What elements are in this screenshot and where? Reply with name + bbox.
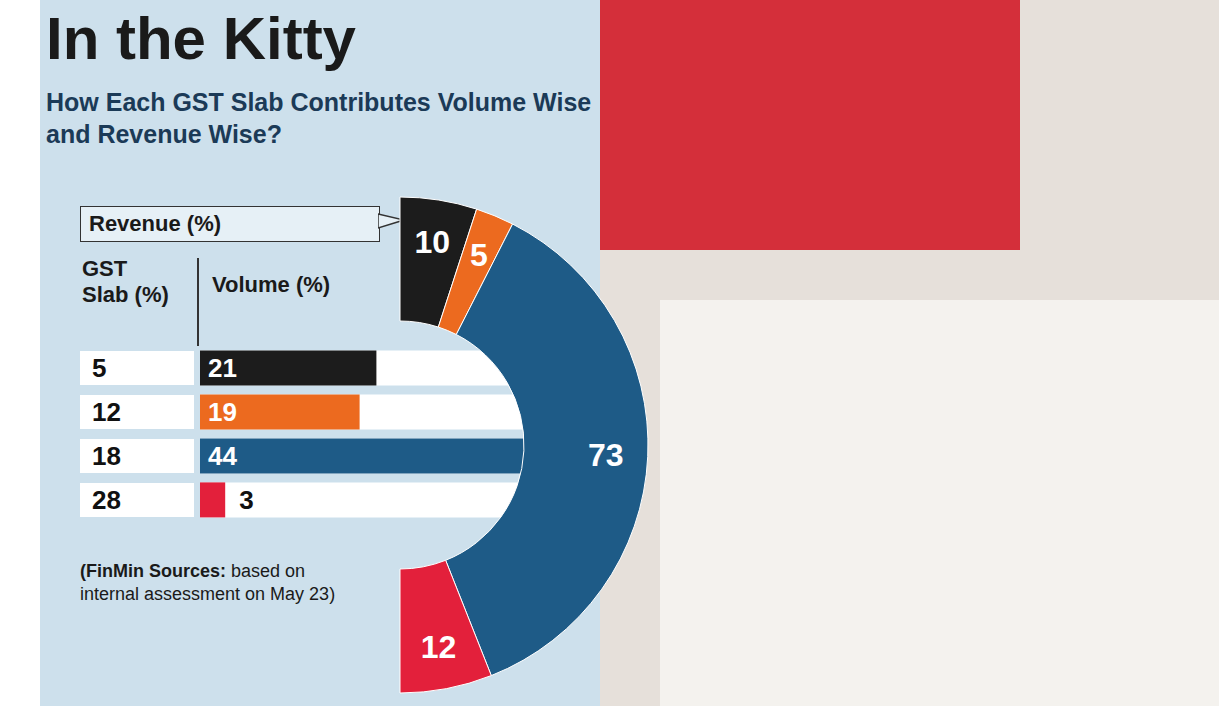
html-text:GST Slab (%): GST Slab (%) [82,256,169,307]
html-text:Revenue (%): Revenue (%) [89,211,221,236]
svg-text:73: 73 [588,437,624,473]
svg-text:28: 28 [92,485,121,515]
svg-text:12: 12 [92,397,121,427]
svg-text:21: 21 [208,353,237,383]
svg-text:44: 44 [208,441,237,471]
html-text:Volume (%): Volume (%) [212,272,331,297]
svg-text:3: 3 [239,485,253,515]
svg-text:5: 5 [470,237,488,273]
svg-text:18: 18 [92,441,121,471]
html-text:In the Kitty: In the Kitty [46,5,356,72]
svg-text:12: 12 [421,629,457,665]
html-text:(FinMin Sources: based on inte: (FinMin Sources: based on internal asses… [80,561,336,604]
html-text:How Each GST Slab Contributes: How Each GST Slab Contributes Volume Wis… [46,88,592,148]
svg-text:19: 19 [208,397,237,427]
svg-text:10: 10 [414,224,450,260]
svg-text:5: 5 [92,353,106,383]
